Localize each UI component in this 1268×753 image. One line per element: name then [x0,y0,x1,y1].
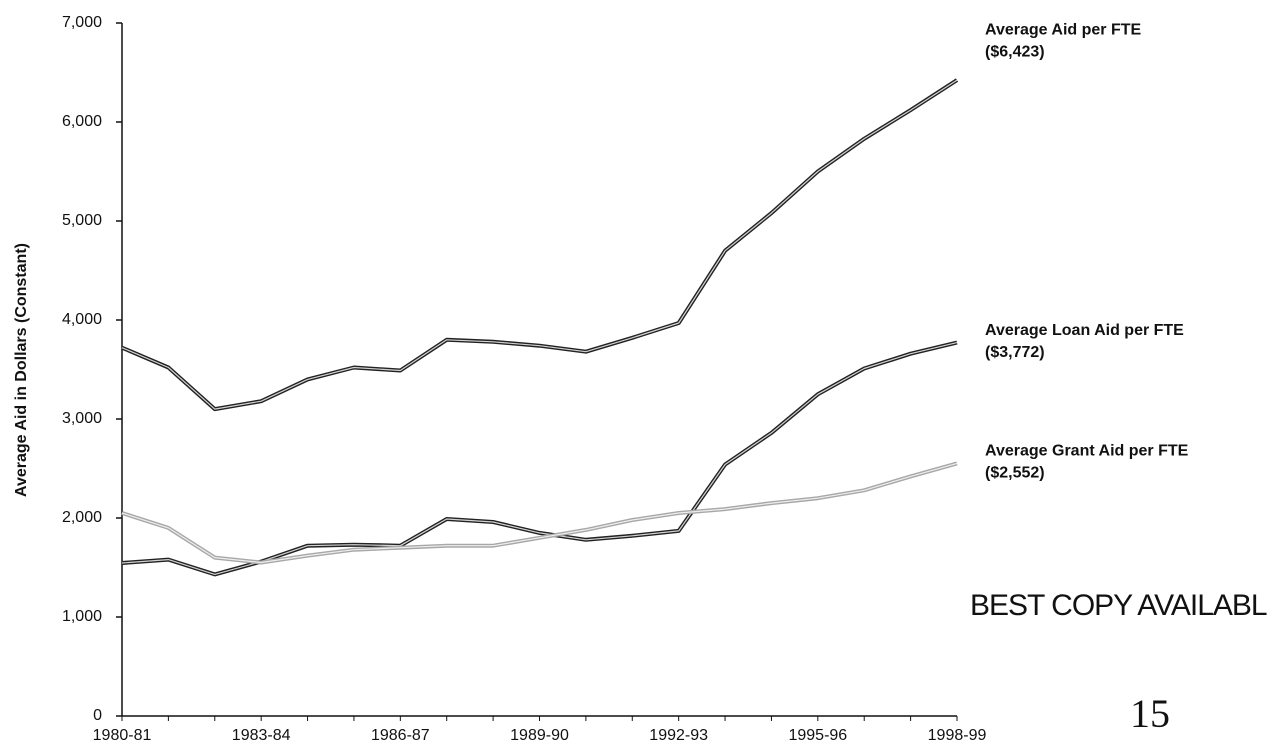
series-label: Average Grant Aid per FTE [985,443,1189,460]
y-tick-label: 5,000 [62,212,102,229]
x-tick-label: 1989-90 [510,727,569,744]
series-value-label: ($3,772) [985,344,1045,361]
series-value-label: ($6,423) [985,43,1045,60]
x-tick-label: 1995-96 [788,727,847,744]
series-label: Average Loan Aid per FTE [985,322,1184,339]
y-axis-title: Average Aid in Dollars (Constant) [13,243,30,497]
page-number: 15 [1130,691,1170,736]
x-tick-label: 1980-81 [93,727,152,744]
y-tick-label: 2,000 [62,509,102,526]
x-tick-label: 1992-93 [649,727,708,744]
y-tick-label: 0 [93,707,102,724]
y-tick-label: 6,000 [62,113,102,130]
x-tick-label: 1986-87 [371,727,430,744]
series-label: Average Aid per FTE [985,21,1142,38]
y-tick-label: 7,000 [62,14,102,31]
stamp-text: BEST COPY AVAILABLE [970,589,1268,622]
series-line-highlight [121,462,958,564]
x-tick-label: 1983-84 [232,727,291,744]
series-value-label: ($2,552) [985,465,1045,482]
y-tick-label: 3,000 [62,410,102,427]
y-tick-label: 4,000 [62,311,102,328]
y-tick-label: 1,000 [62,608,102,625]
x-tick-label: 1998-99 [928,727,987,744]
series-line-highlight [121,79,958,410]
